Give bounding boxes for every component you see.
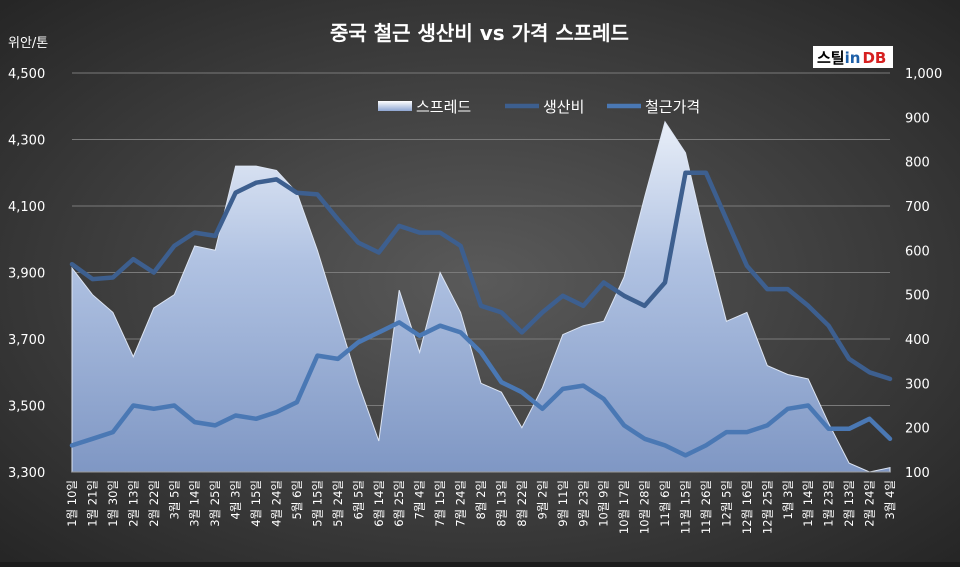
x-tick-label: 6월 5일 xyxy=(351,480,365,519)
x-tick-label: 6월 25일 xyxy=(392,480,406,527)
logo-text: 스틸in DB xyxy=(817,49,886,67)
x-tick-label: 5월 6일 xyxy=(290,480,304,519)
x-tick-label: 3월 25일 xyxy=(208,480,222,527)
legend-swatch xyxy=(378,101,412,111)
legend-label: 스프레드 xyxy=(416,98,471,116)
x-tick-label: 1월 3일 xyxy=(781,480,795,519)
x-tick-label: 12월 16일 xyxy=(740,480,754,534)
x-tick-label: 7월 15일 xyxy=(433,480,447,527)
x-tick-label: 11월 15일 xyxy=(679,480,693,534)
series-1-line xyxy=(69,170,893,382)
y-tick-right: 800 xyxy=(905,156,930,171)
x-tick-label: 3월 4일 xyxy=(883,480,897,519)
series-0-area xyxy=(71,120,891,473)
y-tick-right: 300 xyxy=(905,377,930,392)
y-tick-left: 3,300 xyxy=(8,466,45,481)
y-tick-right: 700 xyxy=(905,200,930,215)
right-axis: 1,000 900 800 700 600 500 400 300 200 100 xyxy=(905,67,942,481)
legend: 스프레드 생산비 철근가격 xyxy=(378,98,700,116)
x-tick-label: 9월 11일 xyxy=(556,480,570,527)
y-tick-left: 4,300 xyxy=(8,134,45,149)
x-tick-label: 4월 24일 xyxy=(270,480,284,527)
x-tick-label: 11월 6일 xyxy=(658,480,672,527)
y-tick-left: 4,500 xyxy=(8,67,45,82)
x-tick-label: 12월 25일 xyxy=(760,480,774,534)
y-tick-right: 1,000 xyxy=(905,67,942,82)
x-tick-label: 4월 15일 xyxy=(249,480,263,527)
y-tick-right: 500 xyxy=(905,289,930,304)
brand-logo: 스틸in DB xyxy=(813,46,893,68)
y-tick-left: 3,500 xyxy=(8,400,45,415)
x-tick-label: 8월 2일 xyxy=(474,480,488,519)
x-tick-label: 3월 5일 xyxy=(167,480,181,519)
x-tick-label: 1월 14일 xyxy=(801,480,815,527)
x-tick-label: 2월 22일 xyxy=(147,480,161,527)
x-tick-label: 5월 24일 xyxy=(331,480,345,527)
lines-layer xyxy=(69,170,893,458)
y-tick-right: 400 xyxy=(905,333,930,348)
x-tick-label: 2월 13일 xyxy=(842,480,856,527)
y-tick-right: 600 xyxy=(905,244,930,259)
legend-label: 생산비 xyxy=(543,98,584,116)
x-tick-label: 11월 26일 xyxy=(699,480,713,534)
x-tick-label: 2월 24일 xyxy=(863,480,877,527)
x-tick-label: 10월 17일 xyxy=(617,480,631,534)
spread-area-layer xyxy=(71,120,891,473)
y-tick-left: 4,100 xyxy=(8,200,45,215)
x-tick-label: 9월 23일 xyxy=(576,480,590,527)
x-tick-label: 1월 30일 xyxy=(106,480,120,527)
y-axis-left-label: 위안/톤 xyxy=(8,36,48,51)
logo-background xyxy=(813,46,893,68)
y-tick-right: 100 xyxy=(905,466,930,481)
x-tick-label: 10월 28일 xyxy=(638,480,652,534)
x-tick-label: 7월 4일 xyxy=(413,480,427,519)
left-axis: 4,500 4,300 4,100 3,900 3,700 3,500 3,300 xyxy=(8,67,45,481)
x-tick-label: 1월 21일 xyxy=(85,480,99,527)
x-tick-label: 9월 2일 xyxy=(535,480,549,519)
x-tick-label: 1월 10일 xyxy=(65,480,79,527)
y-tick-right: 900 xyxy=(905,111,930,126)
y-tick-left: 3,700 xyxy=(8,333,45,348)
series-2-line xyxy=(69,320,893,458)
x-tick-label: 10월 9일 xyxy=(597,480,611,527)
x-tick-label: 8월 13일 xyxy=(494,480,508,527)
chart-title: 중국 철근 생산비 vs 가격 스프레드 xyxy=(330,21,629,45)
x-axis: 1월 10일 1월 21일 1월 30일 2월 13일 2월 22일 3월 5일 3월 14… xyxy=(65,471,897,534)
x-tick-label: 2월 13일 xyxy=(126,480,140,527)
legend-label: 철근가격 xyxy=(645,98,700,116)
x-tick-label: 6월 14일 xyxy=(372,480,386,527)
x-tick-label: 12월 5일 xyxy=(719,480,733,527)
x-tick-label: 8월 22일 xyxy=(515,480,529,527)
x-tick-label: 3월 14일 xyxy=(188,480,202,527)
x-tick-label: 1월 23일 xyxy=(822,480,836,527)
x-tick-label: 4월 3일 xyxy=(229,480,243,519)
y-tick-right: 200 xyxy=(905,422,930,437)
x-tick-label: 7월 24일 xyxy=(454,480,468,527)
y-tick-left: 3,900 xyxy=(8,267,45,282)
x-tick-label: 5월 15일 xyxy=(310,480,324,527)
